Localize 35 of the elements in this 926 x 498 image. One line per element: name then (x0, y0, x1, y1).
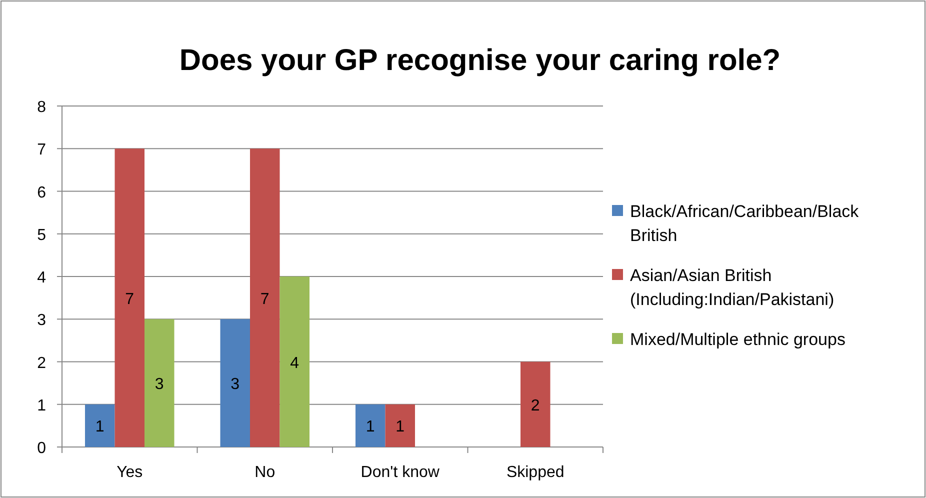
legend-label: Black/African/Caribbean/Black British (630, 202, 860, 245)
x-tick-label: Yes (116, 464, 143, 481)
bar (114, 148, 144, 447)
x-tick-label: Skipped (506, 464, 564, 481)
bar (250, 148, 280, 447)
bar (385, 404, 415, 447)
data-label: 1 (366, 418, 375, 436)
data-label: 3 (154, 376, 164, 394)
y-tick-label: 4 (37, 270, 46, 286)
y-tick-label: 0 (37, 440, 46, 457)
bar (220, 319, 250, 447)
y-tick-label: 6 (37, 184, 46, 202)
bar (84, 404, 115, 447)
y-tick-label: 2 (37, 354, 46, 372)
bar (520, 362, 550, 447)
x-tick-label: No (254, 464, 276, 481)
y-tick-label: 7 (37, 142, 46, 159)
data-label: 3 (230, 376, 240, 394)
y-tick-label: 3 (37, 312, 46, 330)
legend-label: Asian/Asian British (Including:Indian/Pakistani) (630, 266, 834, 309)
chart-title: Does your GP recognise your caring role? (179, 44, 781, 77)
legend-label: Mixed/Multiple ethnic groups (630, 330, 846, 349)
bar (280, 276, 310, 447)
data-label: 4 (290, 354, 300, 372)
data-label: 1 (95, 418, 104, 436)
data-label: 1 (396, 418, 405, 436)
bar (144, 319, 174, 447)
y-tick-label: 5 (37, 226, 46, 244)
data-label: 7 (260, 290, 270, 308)
data-label: 7 (125, 290, 134, 308)
bar (355, 404, 386, 447)
data-label: 2 (530, 397, 540, 414)
x-tick-label: Don't know (360, 464, 440, 481)
y-tick-label: 8 (37, 99, 46, 116)
y-tick-label: 1 (37, 397, 46, 414)
